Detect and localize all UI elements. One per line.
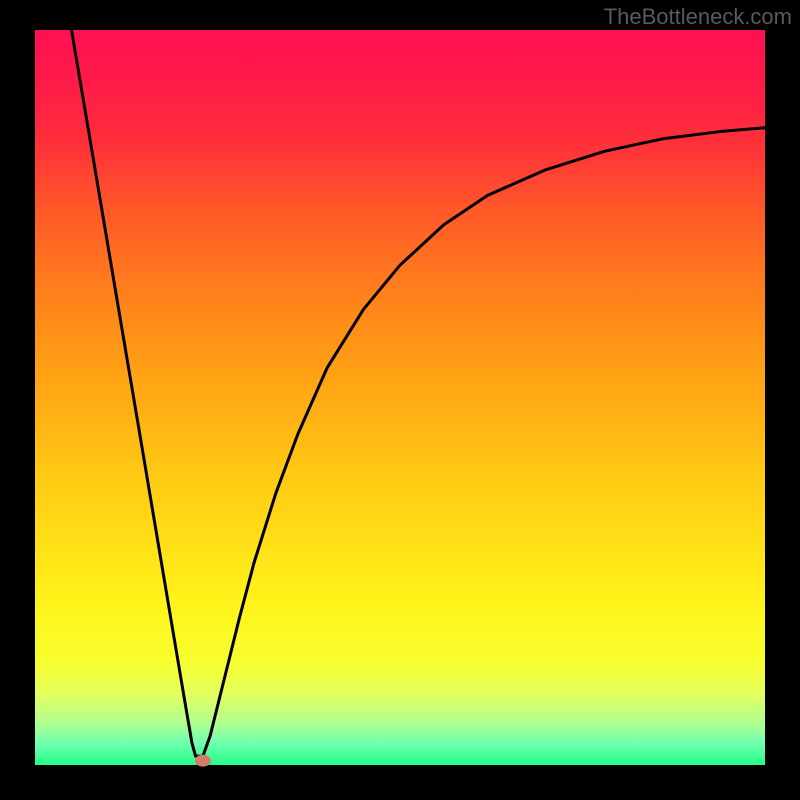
bottleneck-chart (0, 0, 800, 800)
optimal-point-marker (195, 755, 211, 767)
watermark-text: TheBottleneck.com (604, 4, 792, 30)
chart-container: TheBottleneck.com (0, 0, 800, 800)
